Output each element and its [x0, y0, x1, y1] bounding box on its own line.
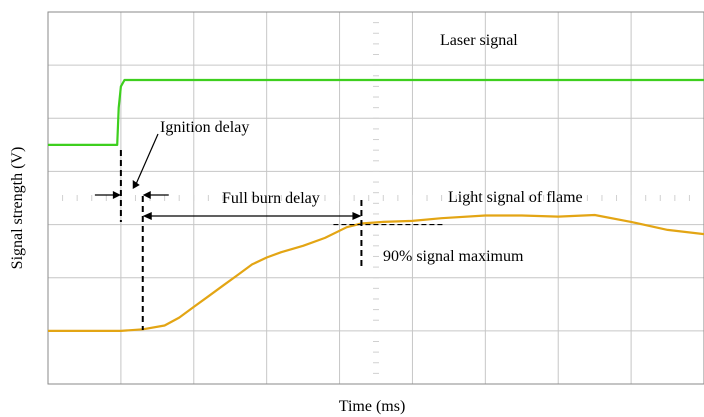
plot-frame: [47, 11, 704, 385]
annotation-full-burn-delay: Full burn delay: [222, 190, 320, 207]
annotation-ignition-delay: Ignition delay: [160, 119, 249, 136]
ignition-arrowhead-right: [142, 191, 151, 199]
series-line-flame: [48, 213, 704, 332]
grid: [48, 12, 704, 384]
series-label-laser: Laser signal: [440, 32, 518, 49]
full-burn-arrowhead-right: [352, 212, 362, 220]
series-label-flame: Light signal of flame: [448, 189, 583, 206]
full-burn-arrowhead-left: [142, 212, 152, 220]
ignition-leader: [134, 133, 159, 188]
ignition-arrowhead-left: [112, 191, 121, 199]
annotation-marks: [94, 133, 444, 330]
annotation-90-percent: 90% signal maximum: [383, 248, 524, 265]
x-axis-label: Time (ms): [339, 398, 406, 415]
ignition-leader-head: [132, 180, 140, 189]
series-lines: [48, 78, 704, 332]
y-axis-label: Signal strength (V): [9, 147, 26, 270]
series-line-laser: [48, 78, 704, 146]
